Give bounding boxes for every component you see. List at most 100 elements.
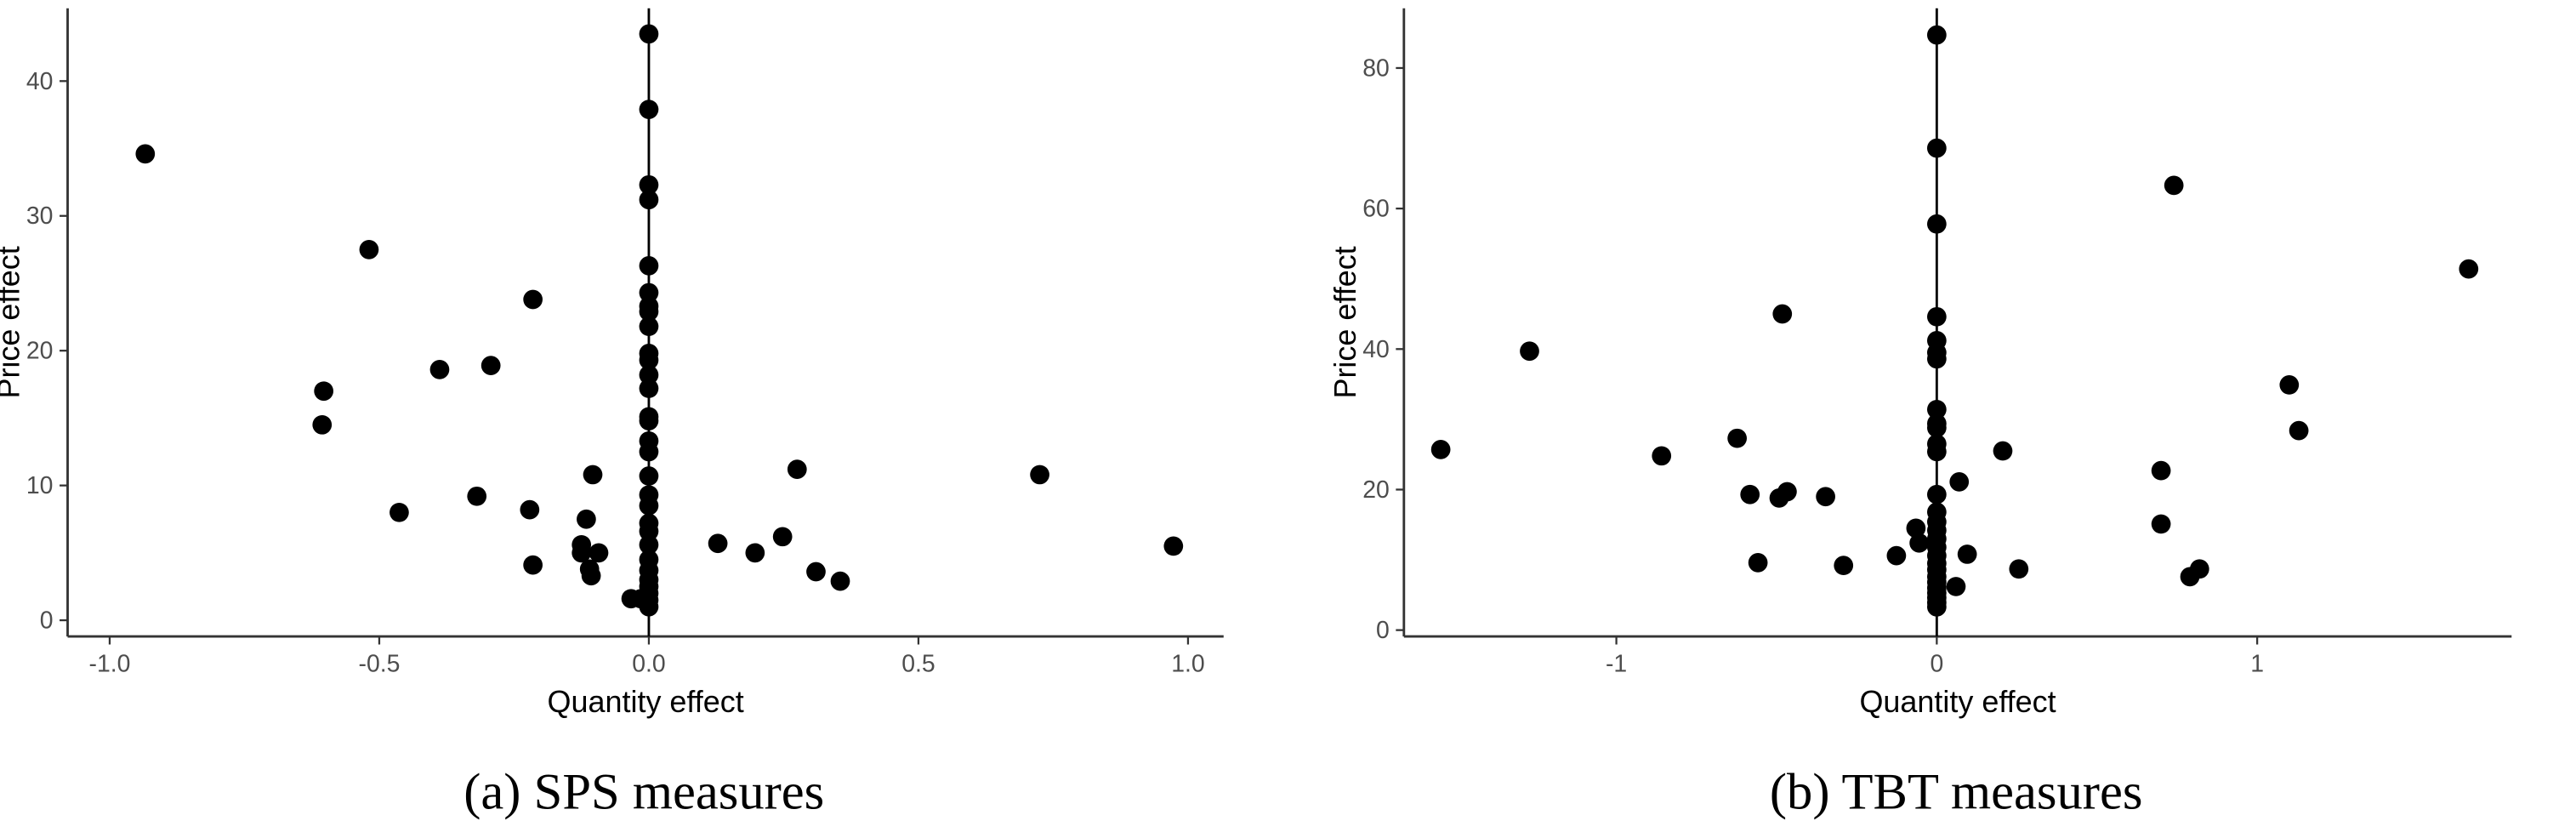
point (639, 174, 659, 195)
point (830, 571, 850, 591)
y-tick-label: 20 (26, 338, 54, 365)
point (2279, 375, 2300, 395)
point (1520, 341, 1539, 362)
point (1949, 472, 1970, 492)
point (2289, 420, 2309, 441)
point (639, 534, 659, 555)
point (467, 486, 487, 506)
point (390, 502, 409, 522)
point (639, 466, 659, 486)
y-tick-label: 0 (40, 607, 54, 635)
point (520, 499, 540, 520)
point (1927, 138, 1947, 158)
point (1748, 552, 1768, 573)
point (1927, 306, 1947, 327)
x-tick-label: 0.0 (632, 651, 665, 678)
point (1927, 597, 1947, 617)
x-tick-label: 0 (1930, 651, 1943, 678)
x-tick-label: 0.5 (901, 651, 935, 678)
point (1430, 440, 1451, 459)
caption: (a) SPS measures (463, 764, 824, 821)
point (1163, 536, 1184, 556)
point (523, 289, 543, 310)
point (1652, 446, 1672, 466)
x-tick-label: -1 (1606, 651, 1627, 678)
point (2459, 259, 2479, 279)
point (1777, 482, 1797, 502)
point (1740, 484, 1760, 505)
point (639, 301, 659, 322)
x-tick-label: 1.0 (1171, 651, 1204, 678)
point (2164, 175, 2184, 196)
point (583, 465, 603, 485)
point (745, 543, 765, 563)
point (639, 596, 659, 617)
point (1772, 304, 1793, 324)
y-tick-label: 30 (26, 202, 54, 230)
x-axis-label: Quantity effect (548, 684, 744, 719)
y-axis-label: Price effect (1328, 246, 1362, 398)
point (2009, 559, 2029, 579)
y-tick-label: 60 (1362, 196, 1390, 223)
x-axis-label: Quantity effect (1859, 684, 2056, 719)
point (772, 527, 793, 547)
x-tick-label: -0.5 (359, 651, 401, 678)
point (314, 381, 334, 402)
point (639, 190, 659, 210)
point (1927, 418, 1947, 438)
point (1886, 545, 1907, 566)
point (639, 350, 659, 370)
point (1946, 577, 1966, 596)
point (312, 414, 333, 435)
caption: (b) TBT measures (1770, 764, 2143, 821)
y-tick-label: 80 (1362, 54, 1390, 82)
point (1906, 518, 1926, 539)
point (1927, 399, 1947, 419)
point (1927, 25, 1947, 45)
point (639, 442, 659, 462)
point (1927, 442, 1947, 462)
point (639, 256, 659, 276)
point (581, 566, 601, 586)
point (589, 543, 609, 563)
y-tick-label: 10 (26, 472, 54, 499)
point (571, 543, 592, 563)
point (639, 411, 659, 430)
y-tick-label: 20 (1362, 476, 1390, 504)
point (1957, 544, 1977, 564)
point (1727, 428, 1747, 448)
point (481, 356, 501, 375)
point (359, 239, 379, 259)
point (1816, 487, 1835, 507)
point (639, 316, 659, 337)
point (1834, 556, 1854, 576)
point (708, 533, 728, 554)
x-tick-label: 1 (2250, 651, 2264, 678)
y-tick-label: 40 (1362, 336, 1390, 363)
point (1909, 533, 1929, 553)
x-tick-label: -1.0 (89, 651, 131, 678)
point (135, 144, 156, 164)
point (639, 365, 659, 385)
point (639, 100, 659, 119)
y-tick-label: 0 (1376, 617, 1390, 644)
point (2151, 460, 2171, 481)
point (429, 360, 450, 379)
point (1993, 441, 2013, 461)
point (639, 379, 659, 398)
point (806, 562, 826, 582)
point (639, 522, 659, 541)
y-axis-label: Price effect (0, 246, 26, 398)
point (2151, 514, 2171, 534)
point (577, 509, 596, 529)
point (787, 459, 807, 479)
point (639, 496, 659, 516)
point (1030, 465, 1049, 485)
point (639, 282, 659, 303)
point (2189, 559, 2209, 579)
y-tick-label: 40 (26, 68, 54, 95)
point (523, 555, 543, 575)
point (1927, 484, 1947, 505)
point (1927, 349, 1947, 369)
